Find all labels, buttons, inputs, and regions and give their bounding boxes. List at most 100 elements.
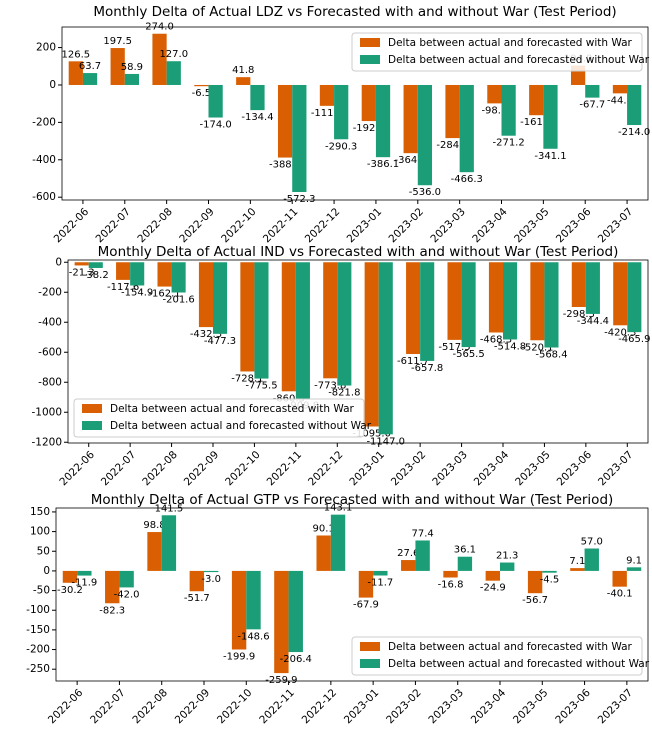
x-tick-label: 2023-02	[384, 687, 424, 727]
bar	[88, 262, 103, 268]
bar	[459, 84, 474, 173]
bar	[585, 84, 600, 98]
y-tick-label: -150	[26, 624, 50, 636]
data-label: 36.1	[454, 545, 476, 556]
data-label: -4.5	[540, 575, 560, 586]
bar	[124, 73, 140, 85]
bar	[68, 61, 83, 85]
bar	[527, 570, 543, 594]
data-label: -468.3	[480, 334, 512, 345]
data-label: -821.8	[328, 388, 360, 399]
bar	[288, 570, 303, 653]
bar	[501, 84, 516, 136]
x-tick-label: 2023-05	[511, 687, 551, 727]
data-label: -572.3	[283, 194, 315, 205]
bar	[447, 262, 462, 340]
data-label: -11.7	[367, 578, 393, 589]
bar	[443, 570, 458, 578]
data-label: 141.5	[155, 503, 184, 514]
y-tick-label: -800	[38, 376, 62, 388]
x-tick-label: 2022-09	[177, 206, 217, 246]
x-tick-label: 2023-01	[342, 687, 382, 727]
bar	[166, 61, 181, 85]
x-tick-label: 2022-12	[300, 687, 340, 727]
data-label: 41.8	[232, 65, 254, 76]
data-label: -174.0	[199, 120, 231, 131]
x-tick-label: 2023-03	[430, 449, 470, 489]
data-label: -6.5	[192, 88, 212, 99]
bar	[77, 570, 92, 576]
bar	[277, 84, 293, 158]
data-label: -148.6	[237, 631, 269, 642]
data-label: -611.7	[397, 356, 429, 367]
data-label: -162.1	[148, 289, 180, 300]
legend-label: Delta between actual and forecasted with…	[388, 641, 633, 653]
data-label: -728.1	[231, 373, 263, 384]
data-label: 58.9	[121, 62, 143, 73]
x-tick-label: 2022-07	[99, 449, 139, 489]
bar	[358, 570, 374, 598]
x-tick-label: 2022-08	[130, 687, 170, 727]
x-tick-label: 2022-07	[94, 206, 134, 246]
x-tick-label: 2022-06	[57, 449, 97, 489]
bar	[254, 262, 269, 379]
data-label: -517.5	[438, 342, 470, 353]
bar	[461, 262, 476, 348]
bar	[194, 84, 209, 87]
bar	[364, 262, 379, 427]
data-label: -520.1	[521, 342, 553, 353]
y-tick-label: 0	[43, 565, 50, 577]
bar	[292, 84, 307, 193]
bar	[530, 262, 545, 341]
bar	[240, 262, 255, 372]
bar	[208, 84, 223, 118]
x-tick-label: 2022-11	[257, 687, 297, 727]
data-label: 126.5	[61, 49, 90, 60]
data-label: -284.0	[436, 140, 468, 151]
y-tick-label: 0	[49, 79, 56, 91]
plot-frame	[61, 26, 649, 201]
data-label: -192.9	[353, 123, 385, 134]
data-label: -290.3	[325, 141, 357, 152]
bar	[627, 84, 642, 126]
bar	[157, 262, 172, 287]
data-label: 63.7	[79, 61, 101, 72]
data-label: -565.5	[452, 349, 484, 360]
data-label: -466.3	[451, 174, 483, 185]
bar	[542, 570, 557, 573]
bar	[361, 84, 376, 122]
x-tick-label: 2023-04	[470, 206, 510, 246]
data-label: -568.4	[535, 350, 567, 361]
bar	[316, 535, 331, 571]
legend-label: Delta between actual and forecasted with…	[388, 54, 650, 66]
bar	[274, 570, 289, 674]
bar	[82, 73, 98, 85]
bar	[130, 262, 145, 286]
y-tick-label: -400	[38, 316, 62, 328]
bar	[250, 84, 265, 111]
bar	[236, 77, 251, 85]
y-tick-label: -600	[32, 191, 56, 203]
y-tick-label: -1000	[31, 406, 62, 418]
bar	[204, 570, 219, 573]
data-label: -214.0	[618, 127, 650, 138]
data-label: -67.7	[579, 100, 605, 111]
x-tick-label: 2022-09	[173, 687, 213, 727]
data-label: -388.1	[269, 160, 301, 171]
bar	[585, 262, 600, 314]
bar	[584, 548, 599, 571]
bar	[323, 262, 338, 379]
bar	[543, 84, 558, 149]
data-label: -386.1	[367, 159, 399, 170]
bar	[295, 262, 310, 399]
bar	[417, 84, 433, 186]
bar	[488, 262, 503, 333]
y-tick-label: -200	[38, 286, 62, 298]
data-label: 7.1	[569, 556, 585, 567]
data-label: -298.3	[563, 309, 595, 320]
x-tick-label: 2022-10	[215, 687, 255, 727]
bar	[406, 262, 421, 355]
x-tick-label: 2023-05	[513, 449, 553, 489]
data-label: -111.6	[311, 108, 343, 119]
